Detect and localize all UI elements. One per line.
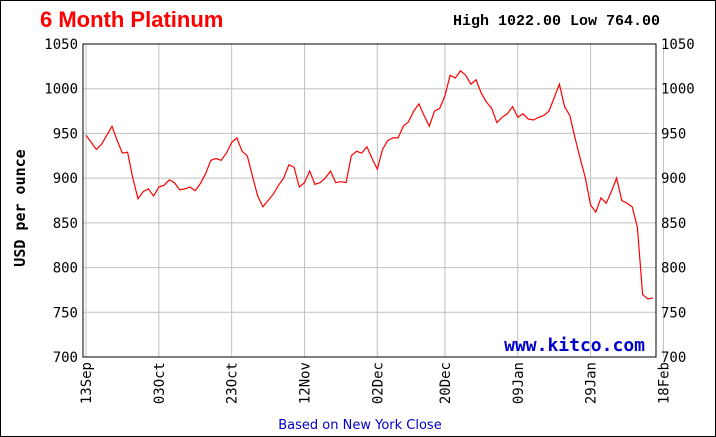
y-tick-label-left: 700: [53, 350, 78, 366]
x-tick-label: 03Oct: [152, 362, 168, 404]
watermark-link[interactable]: www.kitco.com: [504, 335, 645, 356]
y-tick-label-left: 850: [53, 216, 78, 232]
chart-title: 6 Month Platinum: [40, 7, 223, 32]
high-low-readout: High 1022.00 Low 764.00: [453, 13, 660, 30]
y-tick-label-right: 1000: [661, 82, 695, 98]
x-tick-label: 20Dec: [438, 362, 454, 404]
y-tick-label-right: 1050: [661, 37, 695, 53]
y-tick-label-right: 750: [661, 305, 686, 321]
y-axis-label: USD per ounce: [11, 149, 29, 266]
y-axis-left-ticks: 700 750 800 850 900 950 1000 1050: [44, 37, 78, 366]
x-tick-label: 13Sep: [79, 362, 95, 404]
y-tick-label-left: 750: [53, 305, 78, 321]
x-tick-label: 23Oct: [225, 362, 241, 404]
footer-note: Based on New York Close: [278, 418, 441, 433]
y-tick-label-left: 1050: [44, 37, 78, 53]
y-tick-label-right: 700: [661, 350, 686, 366]
y-tick-label-right: 800: [661, 261, 686, 277]
y-tick-label-left: 950: [53, 126, 78, 142]
price-series-line: [85, 69, 654, 300]
plot-area-border: [82, 43, 657, 358]
x-tick-label: 18Feb: [656, 362, 672, 404]
y-tick-label-left: 1000: [44, 82, 78, 98]
y-tick-label-right: 950: [661, 126, 686, 142]
grid: [83, 43, 664, 358]
y-tick-label-left: 900: [53, 171, 78, 187]
y-axis-right-ticks: 700 750 800 850 900 950 1000 1050: [661, 37, 695, 366]
x-tick-label: 09Jan: [511, 362, 527, 404]
y-tick-label-left: 800: [53, 261, 78, 277]
y-tick-label-right: 850: [661, 216, 686, 232]
x-axis-ticks: 13Sep 03Oct 23Oct 12Nov 02Dec 20Dec 09Jan 29Jan…: [79, 362, 672, 404]
x-tick-label: 12Nov: [297, 362, 313, 404]
x-tick-label: 29Jan: [584, 362, 600, 404]
x-tick-label: 02Dec: [370, 362, 386, 404]
y-tick-label-right: 900: [661, 171, 686, 187]
